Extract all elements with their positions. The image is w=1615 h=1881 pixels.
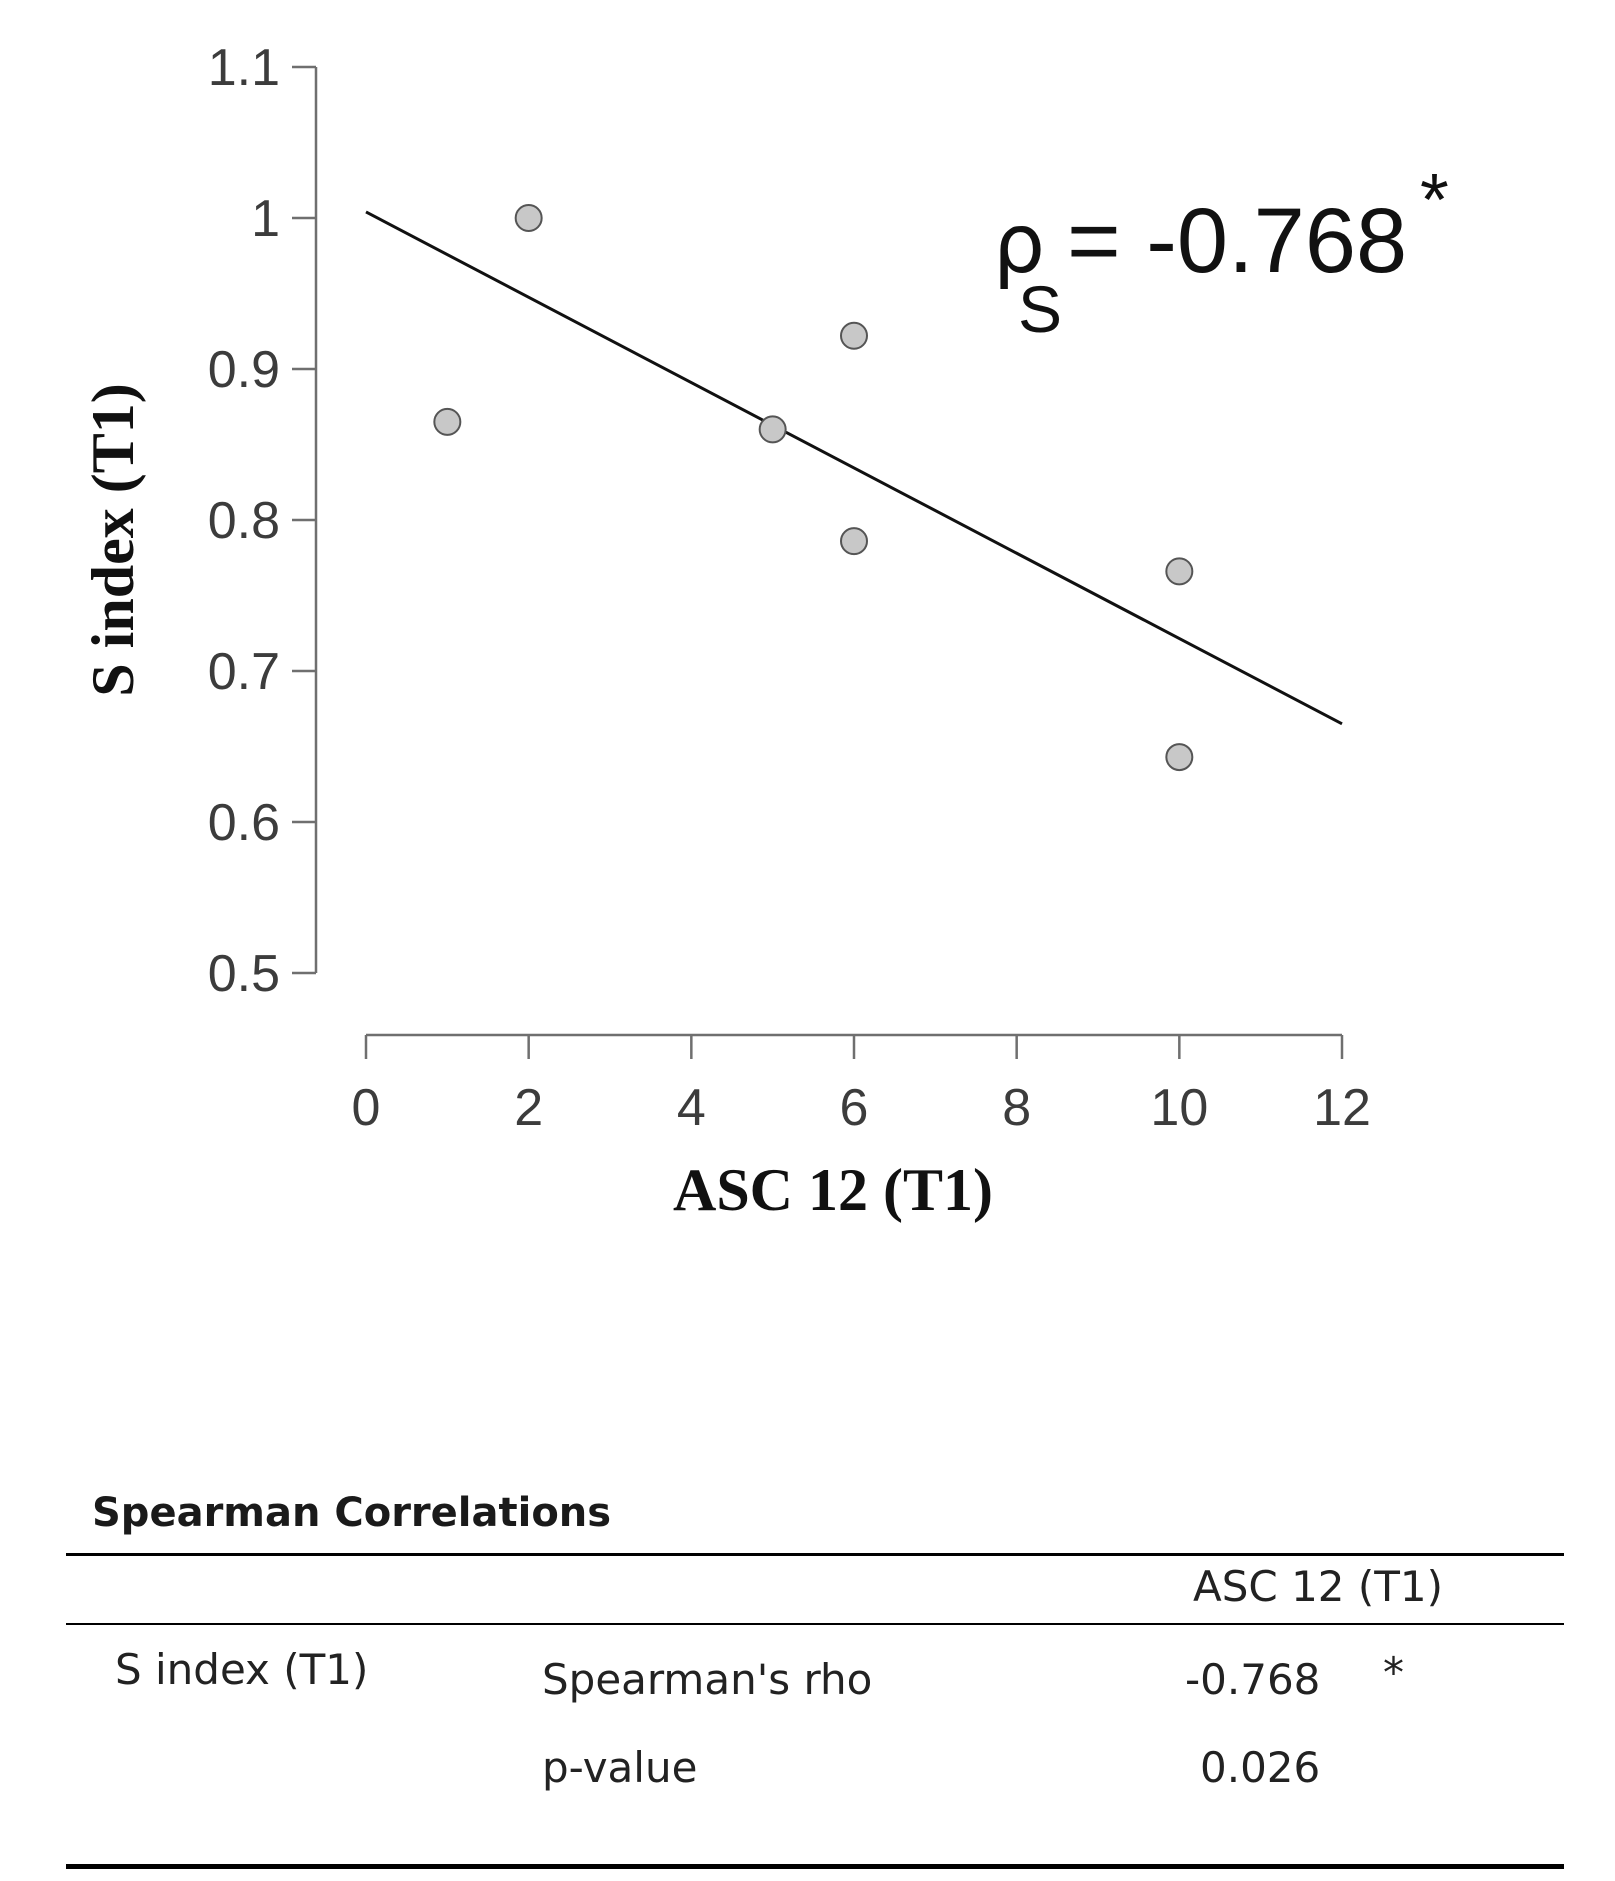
data-point (514, 204, 543, 232)
x-tick-label: 10 (1150, 1079, 1208, 1137)
y-axis: 1.1 1 0.9 0.8 0.7 0.6 0.5 (208, 39, 318, 1003)
significance-mark: * (1420, 158, 1449, 241)
y-tick-label: 0.5 (208, 945, 280, 1003)
table-title: Spearman Correlations (92, 1490, 612, 1536)
y-tick-label: 0.7 (208, 643, 280, 701)
y-tick-label: 1.1 (208, 39, 280, 97)
y-tick-label: 0.9 (208, 341, 280, 399)
data-point (758, 415, 787, 444)
x-axis-label: ASC 12 (T1) (673, 1157, 993, 1223)
table-column-header: ASC 12 (T1) (1193, 1562, 1444, 1611)
x-tick-label: 8 (1002, 1079, 1031, 1137)
data-point (840, 527, 868, 556)
rho-value: = -0.768 (1067, 190, 1407, 292)
y-axis-label: S index (T1) (80, 383, 146, 696)
table-value-rho: -0.768 (1185, 1655, 1321, 1704)
table-row-label: S index (T1) (115, 1645, 369, 1694)
x-tick-label: 6 (840, 1079, 869, 1137)
table-stat-pvalue: p-value (542, 1743, 698, 1792)
y-tick-label: 0.8 (208, 492, 280, 550)
correlation-annotation: ρ S = -0.768 * (993, 158, 1449, 346)
rho-symbol: ρ (993, 197, 1045, 292)
table-header-rule (66, 1623, 1564, 1625)
table-top-rule (66, 1553, 1564, 1556)
data-points (433, 204, 1194, 772)
x-tick-label: 4 (677, 1079, 706, 1137)
x-tick-label: 12 (1313, 1079, 1371, 1137)
rho-subscript: S (1018, 272, 1062, 346)
data-point (433, 407, 462, 436)
x-axis: 0 2 4 6 8 10 12 (352, 1033, 1371, 1137)
y-tick-label: 1 (251, 190, 280, 248)
data-point (1165, 557, 1194, 586)
table-bottom-rule (66, 1864, 1564, 1869)
table-stat-rho: Spearman's rho (542, 1655, 873, 1704)
table-value-pvalue: 0.026 (1200, 1743, 1321, 1792)
table-flag-rho: * (1383, 1648, 1404, 1697)
data-point (1165, 743, 1194, 772)
data-point (840, 321, 868, 350)
y-tick-label: 0.6 (208, 794, 280, 852)
trend-line (365, 210, 1343, 726)
x-tick-label: 0 (352, 1079, 381, 1137)
x-tick-label: 2 (514, 1079, 543, 1137)
